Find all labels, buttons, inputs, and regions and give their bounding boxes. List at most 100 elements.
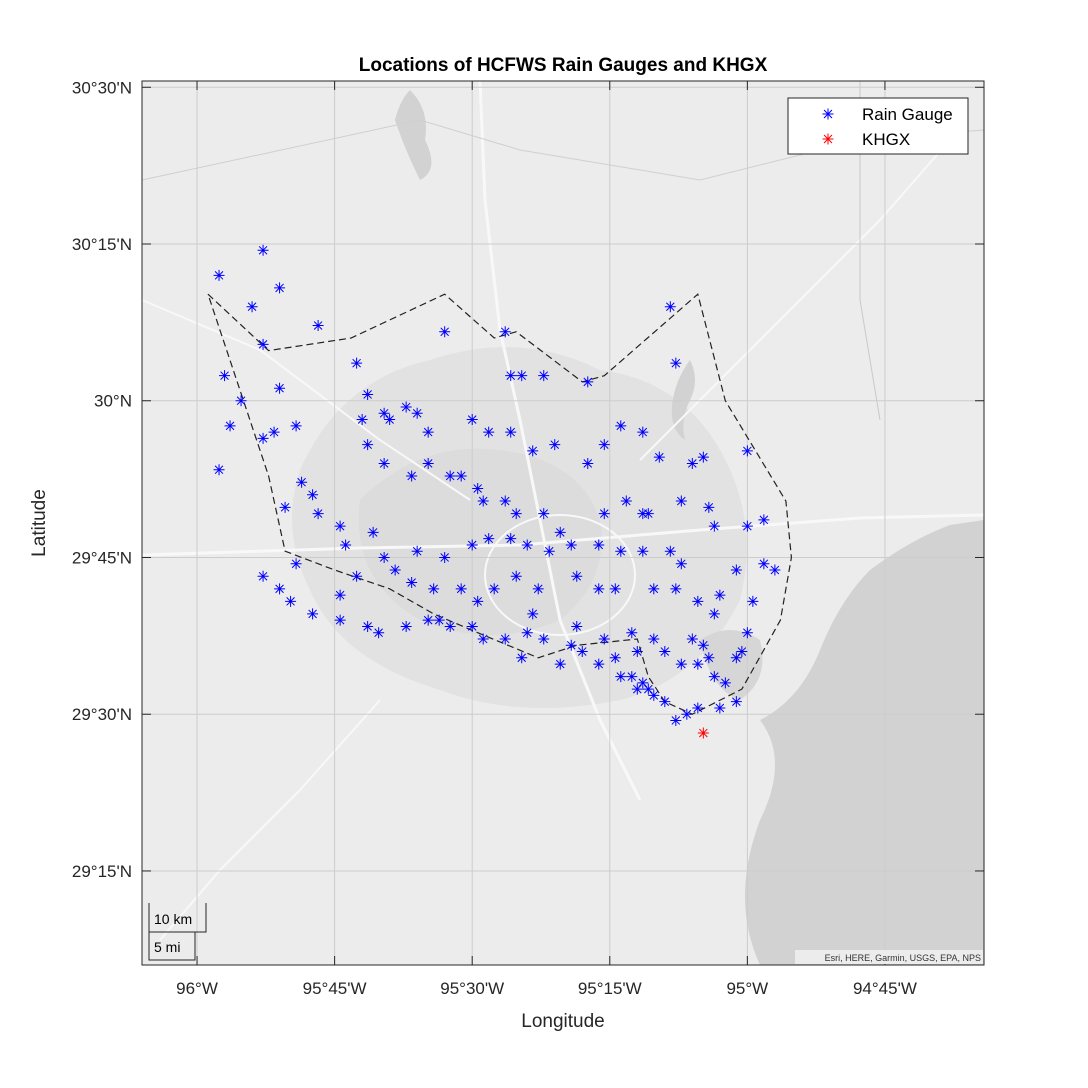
rain-gauge-marker	[571, 570, 583, 582]
rain-gauge-marker	[510, 570, 522, 582]
y-axis: 30°30'N 30°15'N 30°N 29°45'N 29°30'N 29°15'N	[72, 78, 984, 881]
rain-gauge-marker	[351, 357, 363, 369]
rain-gauge-marker	[642, 508, 654, 520]
rain-gauge-marker	[521, 539, 533, 551]
rain-gauge-marker	[758, 514, 770, 526]
rain-gauge-marker	[433, 614, 445, 626]
rain-gauge-marker	[741, 445, 753, 457]
rain-gauge-marker	[499, 326, 511, 338]
rain-gauge-marker	[708, 520, 720, 532]
rain-gauge-marker	[637, 426, 649, 438]
grid	[142, 81, 984, 965]
y-tick-label: 29°15'N	[72, 862, 132, 881]
rain-gauge-marker	[659, 646, 671, 658]
scale-bar: 10 km 5 mi	[148, 903, 207, 961]
rain-gauge-marker	[499, 633, 511, 645]
rain-gauge-marker	[538, 508, 550, 520]
rain-gauge-marker	[521, 627, 533, 639]
rain-gauge-marker	[686, 633, 698, 645]
rain-gauge-marker	[538, 370, 550, 382]
rain-gauge-marker	[571, 620, 583, 632]
rain-gauge-marker	[686, 457, 698, 469]
rain-gauge-marker	[670, 583, 682, 595]
rain-gauge-marker	[620, 495, 632, 507]
road-loop	[484, 514, 636, 636]
rain-gauge-marker	[499, 495, 511, 507]
rain-gauge-marker	[257, 570, 269, 582]
rain-gauge-marker	[653, 451, 665, 463]
rain-gauge-marker	[593, 583, 605, 595]
rain-gauge-marker	[362, 439, 374, 451]
rain-gauge-marker	[472, 483, 484, 495]
lake-houston	[671, 360, 695, 440]
rain-gauge-marker	[538, 633, 550, 645]
rain-gauge-marker	[422, 426, 434, 438]
basemap	[141, 80, 985, 965]
rain-gauge-marker	[631, 683, 643, 695]
rain-gauge-marker	[664, 545, 676, 557]
x-tick-label: 95°W	[726, 979, 768, 998]
rain-gauge-marker	[268, 426, 280, 438]
rain-gauge-marker	[406, 577, 418, 589]
rain-gauge-marker	[615, 671, 627, 683]
rain-gauge-marker	[527, 608, 539, 620]
chart-title: Locations of HCFWS Rain Gauges and KHGX	[359, 55, 768, 76]
rain-gauge-marker	[697, 639, 709, 651]
rain-gauge-marker	[340, 539, 352, 551]
rain-gauge-marker	[664, 301, 676, 313]
rain-gauge-marker	[708, 671, 720, 683]
rain-gauge-marker-icon	[822, 108, 834, 120]
rain-gauge-marker	[312, 508, 324, 520]
rain-gauge-marker	[466, 539, 478, 551]
rain-gauge-marker	[703, 501, 715, 513]
scale-label-km: 10 km	[154, 911, 192, 927]
legend-item-rain-gauge: Rain Gauge	[822, 105, 953, 124]
galveston-bay	[745, 520, 984, 965]
rain-gauge-marker	[356, 414, 368, 426]
rain-gauge-marker	[626, 671, 638, 683]
rain-gauge-marker	[593, 658, 605, 670]
rain-gauge-marker	[598, 633, 610, 645]
rain-gauge-marker	[477, 633, 489, 645]
x-tick-label: 94°45'W	[853, 979, 917, 998]
rain-gauge-marker	[598, 439, 610, 451]
rain-gauge-marker	[730, 652, 742, 664]
rain-gauge-marker	[334, 589, 346, 601]
y-tick-label: 30°15'N	[72, 235, 132, 254]
road-i45	[478, 80, 642, 801]
rain-gauge-marker	[741, 627, 753, 639]
rain-gauge-marker	[389, 564, 401, 576]
rain-gauge-marker	[274, 282, 286, 294]
rain-gauge-marker	[681, 708, 693, 720]
rain-gauge-marker	[527, 445, 539, 457]
rain-gauge-marker	[477, 495, 489, 507]
rain-gauge-marker	[670, 714, 682, 726]
rain-gauge-marker	[257, 244, 269, 256]
rain-gauge-marker	[257, 338, 269, 350]
gauge-points	[213, 244, 781, 739]
rain-gauge-marker	[609, 583, 621, 595]
rain-gauge-marker	[362, 620, 374, 632]
rain-gauge-marker	[615, 545, 627, 557]
rain-gauge-marker	[411, 407, 423, 419]
rain-gauge-marker	[648, 583, 660, 595]
khgx-radar-marker	[697, 727, 709, 739]
map-attribution: Esri, HERE, Garmin, USGS, EPA, NPS	[825, 953, 981, 963]
rain-gauge-marker	[714, 702, 726, 714]
rain-gauge-marker	[362, 388, 374, 400]
scale-bar-km	[148, 903, 207, 933]
rain-gauge-marker	[257, 432, 269, 444]
rain-gauge-marker	[296, 476, 308, 488]
rain-gauge-marker	[488, 583, 500, 595]
rain-gauge-marker	[697, 451, 709, 463]
rain-gauge-marker	[505, 533, 517, 545]
y-tick-label: 30°N	[94, 392, 132, 411]
rain-gauge-marker	[422, 614, 434, 626]
rain-gauge-marker	[637, 545, 649, 557]
rain-gauge-marker	[285, 595, 297, 607]
rain-gauge-marker	[505, 426, 517, 438]
rain-gauge-marker	[554, 658, 566, 670]
x-tick-label: 95°30'W	[440, 979, 504, 998]
attribution-bg	[795, 950, 983, 964]
rain-gauge-marker	[516, 370, 528, 382]
